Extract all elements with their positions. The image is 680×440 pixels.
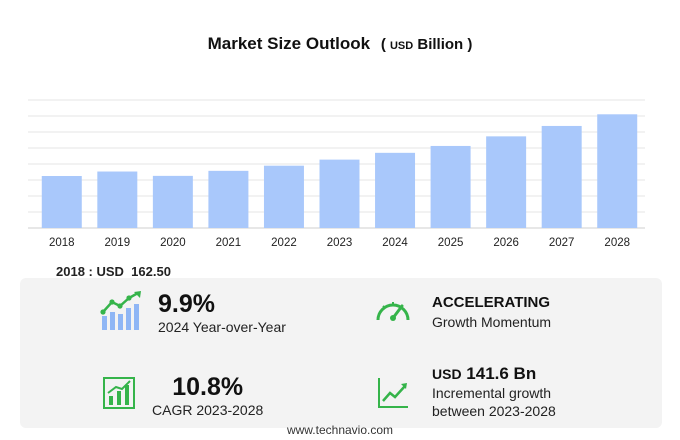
bar-2027 bbox=[541, 125, 582, 228]
bar-2025 bbox=[430, 145, 471, 228]
base-year-label: 2018 : USD bbox=[56, 264, 124, 279]
bar-2022 bbox=[263, 165, 304, 228]
kpi-momentum-value: ACCELERATING bbox=[432, 294, 551, 311]
kpi-momentum-label: Growth Momentum bbox=[432, 314, 552, 330]
chart-unit: ( USD Billion ) bbox=[380, 36, 473, 53]
kpi-incremental-prefix: USD bbox=[432, 366, 462, 382]
base-year-value: 2018 : USD 162.50 bbox=[56, 264, 171, 279]
bar-2023 bbox=[319, 159, 360, 228]
kpi-cagr-value: 10.8% bbox=[172, 373, 244, 401]
base-year-amount: 162.50 bbox=[131, 264, 171, 279]
x-tick-label: 2019 bbox=[105, 237, 131, 249]
kpi-yoy: 9.9% 2024 Year-over-Year bbox=[158, 290, 286, 336]
bar-2020 bbox=[152, 175, 193, 228]
unit-prefix: USD bbox=[389, 40, 414, 52]
kpi-yoy-value: 9.9% bbox=[158, 290, 215, 318]
x-tick-label: 2023 bbox=[327, 237, 353, 249]
x-tick-label: 2024 bbox=[382, 237, 408, 249]
x-tick-label: 2018 bbox=[49, 237, 75, 249]
footer-url[interactable]: www.technavio.com bbox=[286, 423, 394, 437]
chart-title: Market Size Outlook ( USD Billion ) bbox=[0, 34, 680, 54]
bar-2019 bbox=[97, 171, 138, 228]
x-tick-label: 2025 bbox=[438, 237, 464, 249]
bar-2021 bbox=[208, 170, 249, 228]
kpi-incremental-value: USD 141.6 Bn bbox=[432, 364, 556, 384]
bar-chart: 2018 2019 2020 2021 2022 2023 2024 2025 2026 2027… bbox=[28, 99, 645, 249]
kpi-incremental-line1: Incremental growth bbox=[432, 385, 552, 401]
x-tick-label: 2027 bbox=[549, 237, 575, 249]
bar-2018 bbox=[41, 176, 82, 228]
chart-x-labels: 2018 2019 2020 2021 2022 2023 2024 2025 2026 2027… bbox=[49, 237, 630, 249]
kpi-yoy-label: 2024 Year-over-Year bbox=[158, 319, 286, 335]
x-tick-label: 2028 bbox=[604, 237, 630, 249]
x-tick-label: 2026 bbox=[493, 237, 519, 249]
speedometer-icon bbox=[376, 302, 410, 321]
bar-growth-icon bbox=[103, 377, 135, 409]
unit-suffix: Billion bbox=[417, 36, 464, 53]
trend-line-icon bbox=[378, 378, 408, 408]
growth-chart-icon bbox=[100, 291, 141, 330]
x-tick-label: 2021 bbox=[216, 237, 242, 249]
x-tick-label: 2022 bbox=[271, 237, 297, 249]
kpi-incremental-amount: 141.6 Bn bbox=[466, 364, 537, 383]
bar-2028 bbox=[597, 114, 638, 228]
bar-2026 bbox=[486, 136, 527, 228]
kpi-cagr: 10.8% CAGR 2023-2028 bbox=[152, 373, 263, 419]
chart-bars bbox=[41, 114, 638, 228]
kpi-momentum: ACCELERATING Growth Momentum bbox=[432, 293, 551, 331]
x-tick-label: 2020 bbox=[160, 237, 186, 249]
chart-title-text: Market Size Outlook bbox=[207, 34, 371, 53]
kpi-incremental-line2: between 2023-2028 bbox=[432, 403, 556, 419]
bar-2024 bbox=[375, 152, 416, 228]
kpi-incremental: USD 141.6 Bn Incremental growth between … bbox=[432, 364, 556, 420]
kpi-cagr-label: CAGR 2023-2028 bbox=[152, 402, 264, 418]
